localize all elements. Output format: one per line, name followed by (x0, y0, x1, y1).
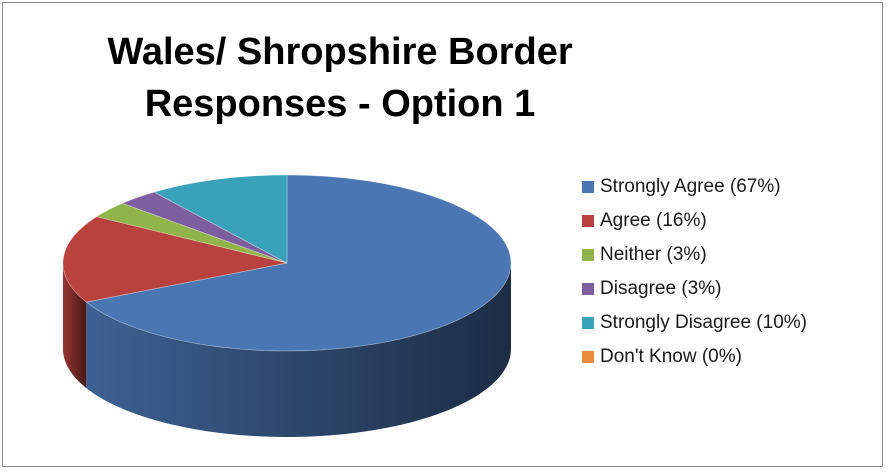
pie-top (62, 174, 512, 352)
legend-item-strongly-agree: Strongly Agree (67%) (582, 170, 882, 204)
legend-swatch (582, 351, 594, 363)
pie-slice-2 (95, 202, 288, 264)
legend-swatch (582, 249, 594, 261)
pie-slice-1 (62, 216, 288, 303)
pie-sides (63, 263, 512, 437)
pie-slice-3 (121, 191, 288, 264)
legend-item-agree: Agree (16%) (582, 204, 882, 238)
legend-label: Agree (16%) (600, 210, 707, 231)
pie-side-0 (86, 263, 512, 437)
legend-item-dont-know: Don't Know (0%) (582, 340, 882, 374)
pie-side-1 (63, 263, 87, 389)
legend-swatch (582, 317, 594, 329)
legend-item-neither: Neither (3%) (582, 238, 882, 272)
legend-label: Strongly Disagree (10%) (600, 312, 807, 333)
legend-swatch (582, 181, 594, 193)
legend-label: Neither (3%) (600, 244, 707, 265)
legend-item-disagree: Disagree (3%) (582, 272, 882, 306)
legend-label: Strongly Agree (67%) (600, 176, 781, 197)
pie-slice-4 (153, 174, 288, 264)
chart-title: Wales/ Shropshire Border Responses - Opt… (0, 26, 680, 130)
chart-title-line-1: Wales/ Shropshire Border (107, 31, 573, 73)
legend-swatch (582, 215, 594, 227)
chart-title-line-2: Responses - Option 1 (144, 83, 536, 125)
legend: Strongly Agree (67%) Agree (16%) Neither… (582, 170, 882, 374)
legend-label: Don't Know (0%) (600, 346, 742, 367)
legend-item-strongly-disagree: Strongly Disagree (10%) (582, 306, 882, 340)
legend-swatch (582, 283, 594, 295)
pie-slice-0 (85, 174, 512, 352)
legend-label: Disagree (3%) (600, 278, 722, 299)
